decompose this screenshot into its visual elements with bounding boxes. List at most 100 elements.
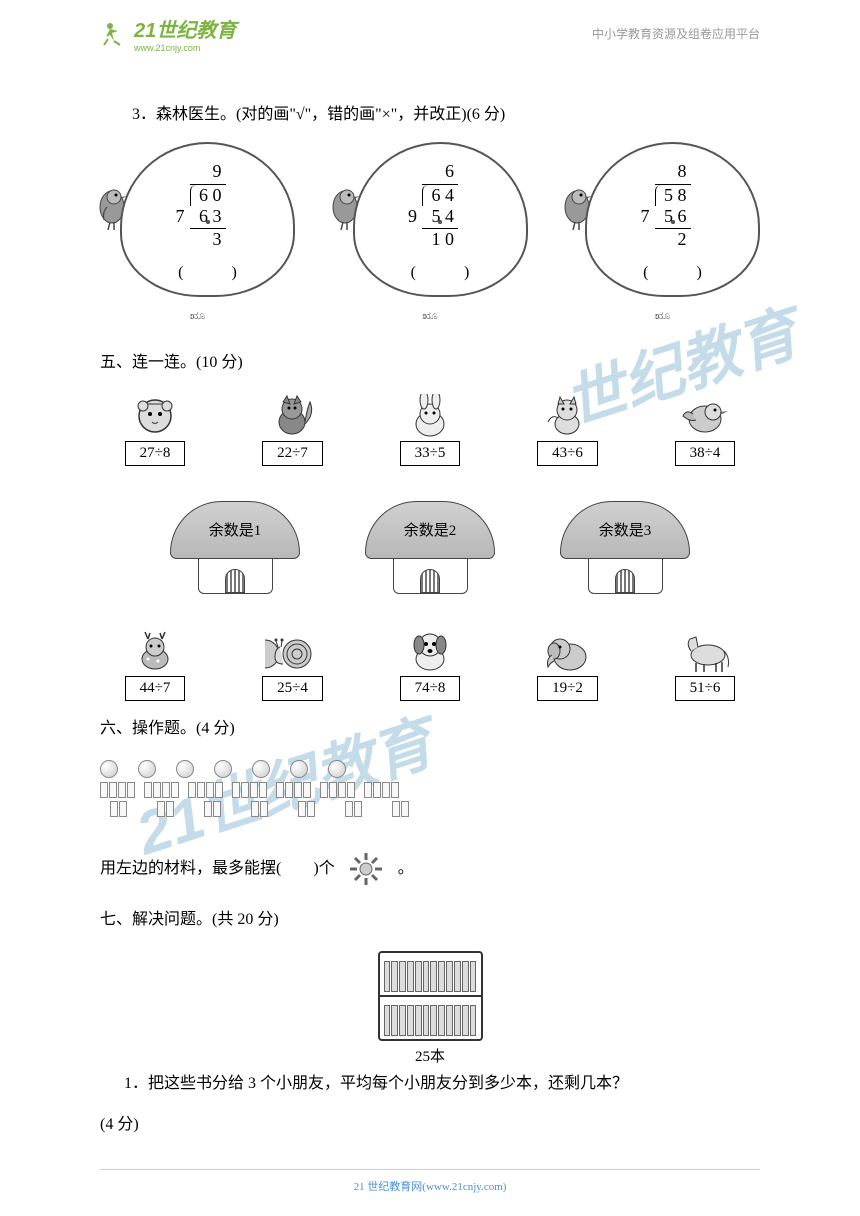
- circle-icon: [252, 760, 270, 778]
- expression-box: 43÷6: [537, 441, 598, 466]
- cloud-feet-icon: ೠ: [422, 310, 437, 323]
- animal-item: 38÷4: [650, 394, 760, 466]
- animal-item: 74÷8: [375, 629, 485, 701]
- animal-item: 22÷7: [238, 394, 348, 466]
- blank: [281, 860, 313, 877]
- circle-icon: [138, 760, 156, 778]
- logo-url: www.21cnjy.com: [134, 43, 236, 53]
- q5-bottom-row: 44÷7 25÷4 74÷8: [100, 629, 760, 701]
- cloud-shape: 8 7 5 8 5 6 2 ( ): [585, 142, 760, 297]
- quotient: 9: [190, 161, 226, 185]
- cloud-shape: 6 9 6 4 5 4 1 0 ( ): [353, 142, 528, 297]
- q3-problem: 6 9 6 4 5 4 1 0 ( ) ೠ: [333, 142, 528, 317]
- q5-mushroom-row: 余数是1 余数是2 余数是3: [100, 501, 760, 594]
- q3-title: 3．森林医生。(对的画"√"，错的画"×"，并改正)(6 分): [100, 101, 760, 130]
- q7-sub1: 1．把这些书分给 3 个小朋友，平均每个小朋友分到多少本，还剩几本？: [100, 1070, 760, 1099]
- bookshelf-label: 25本: [100, 1045, 760, 1066]
- circle-icon: [328, 760, 346, 778]
- divisor: 9: [408, 206, 417, 227]
- prompt-text: 用左边的材料，最多能摆(: [100, 860, 281, 877]
- prompt-text: 。: [398, 860, 414, 877]
- mushroom-label: 余数是2: [365, 501, 495, 559]
- expression-box: 19÷2: [537, 676, 598, 701]
- q6-rects-row: [110, 801, 760, 817]
- remainder: 1 0: [422, 229, 458, 250]
- logo: 21世纪教育 www.21cnjy.com: [100, 14, 236, 53]
- expression-box: 33÷5: [400, 441, 461, 466]
- q6-prompt: 用左边的材料，最多能摆( )个 。: [100, 847, 760, 892]
- quotient: 8: [655, 161, 691, 185]
- long-division: 6 9 6 4 5 4 1 0: [422, 161, 458, 250]
- elephant-icon: [540, 629, 595, 674]
- cloud-feet-icon: ೠ: [655, 310, 670, 323]
- mushroom-item: 余数是2: [365, 501, 495, 594]
- animal-item: 25÷4: [238, 629, 348, 701]
- answer-paren: ( ): [411, 258, 470, 282]
- logo-icon: [100, 19, 130, 49]
- animal-item: 19÷2: [513, 629, 623, 701]
- expression-box: 74÷8: [400, 676, 461, 701]
- q6-title: 六、操作题。(4 分): [100, 713, 760, 745]
- q5-title: 五、连一连。(10 分): [100, 347, 760, 379]
- mushroom-label: 余数是1: [170, 501, 300, 559]
- animal-item: 33÷5: [375, 394, 485, 466]
- long-division: 9 7 6 0 6 3 3: [190, 161, 226, 250]
- q7-title: 七、解决问题。(共 20 分): [100, 904, 760, 936]
- circle-icon: [100, 760, 118, 778]
- cloud-feet-icon: ೠ: [190, 310, 205, 323]
- subtraction: 6 3: [190, 206, 226, 230]
- remainder: 2: [655, 229, 691, 250]
- divisor: 7: [641, 206, 650, 227]
- bookshelf-figure: 25本: [100, 951, 760, 1066]
- mushroom-item: 余数是1: [170, 501, 300, 594]
- animal-item: 51÷6: [650, 629, 760, 701]
- logo-text: 21世纪教育: [134, 14, 236, 43]
- rabbit-icon: [403, 394, 458, 439]
- squirrel-icon: [265, 394, 320, 439]
- quotient: 6: [422, 161, 458, 185]
- page-content: 3．森林医生。(对的画"√"，错的画"×"，并改正)(6 分) 9 7 6 0: [0, 61, 860, 1171]
- q3-problem: 9 7 6 0 6 3 3 ( ) ೠ: [100, 142, 295, 317]
- header-subtitle: 中小学教育资源及组卷应用平台: [592, 25, 760, 42]
- divisor: 7: [176, 206, 185, 227]
- cat-icon: [540, 394, 595, 439]
- animal-item: 43÷6: [513, 394, 623, 466]
- dog-icon: [403, 629, 458, 674]
- snail-icon: [265, 629, 320, 674]
- expression-box: 51÷6: [675, 676, 736, 701]
- deer-icon: [128, 629, 183, 674]
- bookshelf-icon: [378, 951, 483, 1041]
- animal-item: 27÷8: [100, 394, 210, 466]
- circle-icon: [214, 760, 232, 778]
- cloud-shape: 9 7 6 0 6 3 3 ( ): [120, 142, 295, 297]
- mushroom-label: 余数是3: [560, 501, 690, 559]
- page-footer: 21 世纪教育网(www.21cnjy.com): [100, 1169, 760, 1194]
- bird-icon: [678, 394, 733, 439]
- answer-paren: ( ): [178, 258, 237, 282]
- circle-icon: [176, 760, 194, 778]
- q6-circles: [100, 760, 760, 778]
- mushroom-stem: [393, 559, 468, 594]
- expression-box: 44÷7: [125, 676, 186, 701]
- mushroom-item: 余数是3: [560, 501, 690, 594]
- horse-icon: [678, 629, 733, 674]
- subtraction: 5 6: [655, 206, 691, 230]
- q3-problems: 9 7 6 0 6 3 3 ( ) ೠ: [100, 142, 760, 317]
- mushroom-stem: [198, 559, 273, 594]
- prompt-text: )个: [313, 860, 334, 877]
- tiger-icon: [128, 394, 183, 439]
- dividend: 6 0: [190, 185, 226, 206]
- expression-box: 38÷4: [675, 441, 736, 466]
- answer-paren: ( ): [643, 258, 702, 282]
- q7-sub1-points: (4 分): [100, 1111, 760, 1140]
- expression-box: 25÷4: [262, 676, 323, 701]
- q6-rects-row: [100, 782, 760, 798]
- subtraction: 5 4: [422, 206, 458, 230]
- expression-box: 27÷8: [125, 441, 186, 466]
- dividend: 6 4: [422, 185, 458, 206]
- sun-icon: [339, 847, 394, 892]
- animal-item: 44÷7: [100, 629, 210, 701]
- q3-problem: 8 7 5 8 5 6 2 ( ) ೠ: [565, 142, 760, 317]
- remainder: 3: [190, 229, 226, 250]
- q5-top-row: 27÷8 22÷7 33÷5: [100, 394, 760, 466]
